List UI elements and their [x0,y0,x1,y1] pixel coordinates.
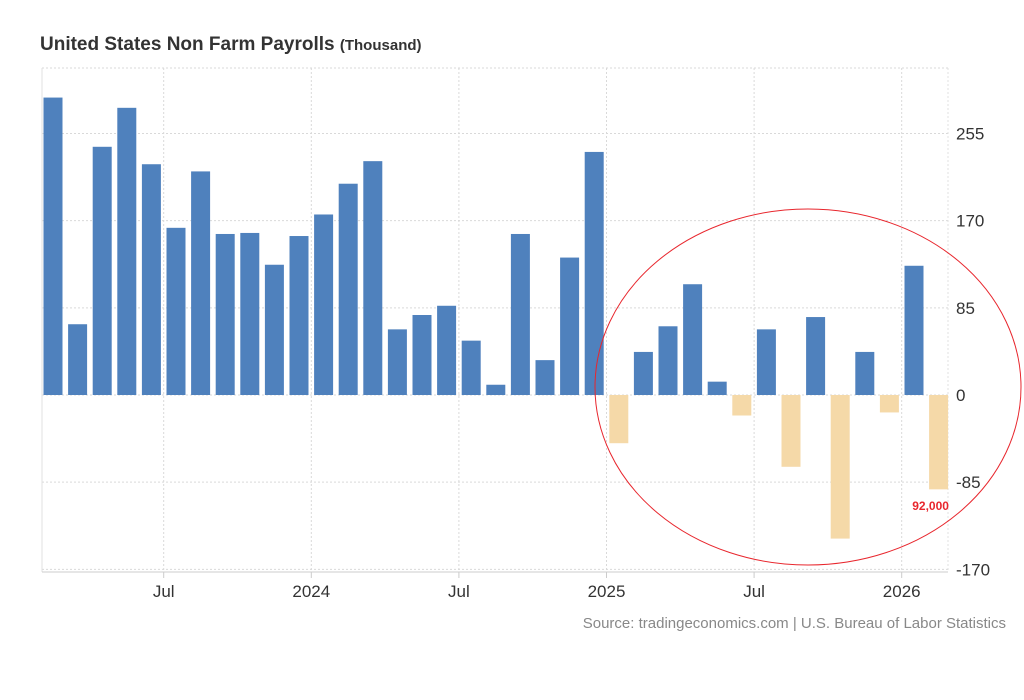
bar [855,351,875,395]
chart-title-unit: (Thousand) [339,37,422,54]
bar [584,151,604,395]
bar [683,284,703,395]
y-tick-label: -85 [956,473,981,492]
x-tick-label: Jul [743,582,765,601]
bar [560,257,580,395]
y-tick-label: -170 [956,560,990,579]
bar [609,395,629,444]
bar [658,326,678,395]
x-tick-label: Jul [448,582,470,601]
bar [732,395,752,416]
bar [387,329,407,395]
x-tick-label: 2024 [292,582,330,601]
highlight-ellipse [594,208,1022,566]
bar [314,214,334,395]
bar [240,232,260,395]
y-tick-label: 170 [956,212,984,231]
bar [461,340,481,395]
bar [92,146,112,395]
chart-title: United States Non Farm Payrolls (Thousan… [40,34,422,56]
bar [879,395,899,413]
bar [756,329,776,395]
source-label: Source: tradingeconomics.com | U.S. Bure… [582,615,1006,632]
x-tick-label: 2025 [588,582,626,601]
bar [929,395,949,490]
bar [191,171,211,395]
bar [338,183,358,395]
bar [904,265,924,395]
bar [633,351,653,395]
y-tick-label: 0 [956,386,965,405]
bar [412,315,432,395]
bar [707,381,727,395]
bar [486,384,506,395]
bar [535,360,555,395]
chart-title-text: United States Non Farm Payrolls [40,34,335,55]
bar [215,233,235,395]
x-tick-label: 2026 [883,582,921,601]
bar [781,395,801,467]
bar [806,317,826,395]
bar [289,236,309,395]
bar [117,107,137,396]
bar [363,161,383,395]
bar [510,233,530,395]
bar [141,164,161,395]
bar [43,97,63,396]
bar [437,305,457,395]
bar [68,324,88,395]
bar [264,264,284,395]
x-tick-label: Jul [153,582,175,601]
bar [166,227,186,395]
bar [830,395,850,539]
y-tick-label: 85 [956,299,975,318]
annotation-label: 92,000 [912,499,949,513]
y-tick-label: 255 [956,124,984,143]
